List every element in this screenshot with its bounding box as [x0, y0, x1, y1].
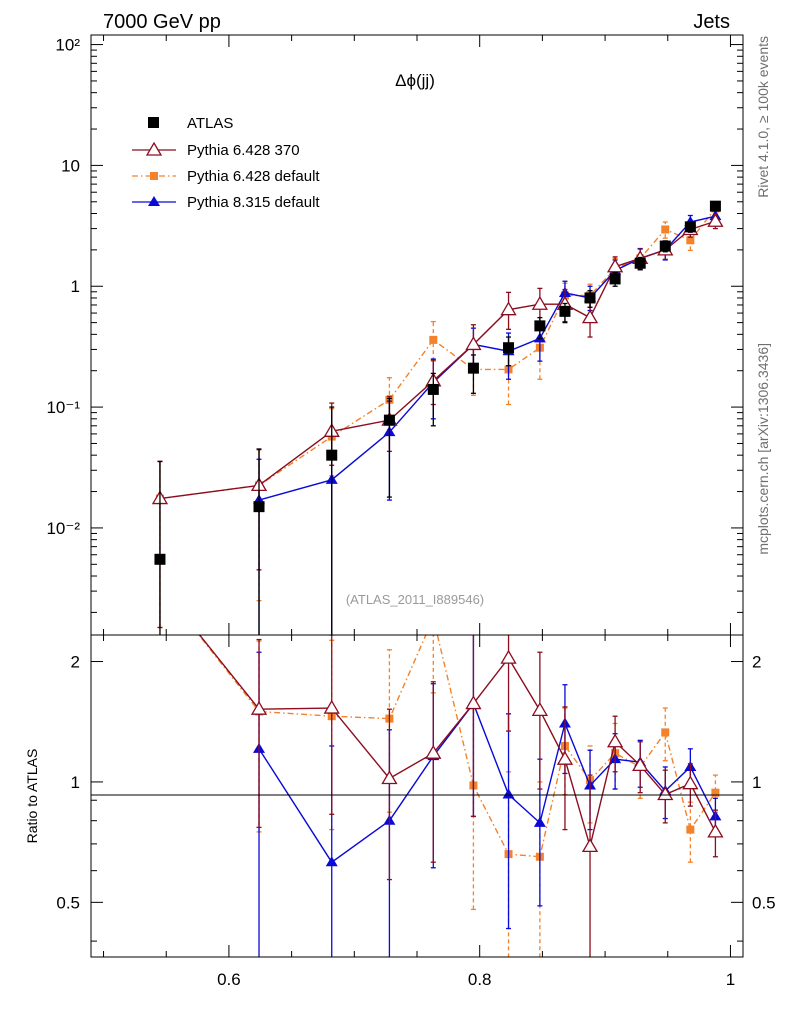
data-point	[467, 362, 479, 374]
y-tick-label: 10⁻¹	[46, 398, 80, 417]
data-point	[425, 744, 442, 759]
data-point	[581, 838, 599, 853]
data-point	[682, 775, 699, 790]
series-1	[151, 212, 724, 629]
series-3	[253, 635, 722, 957]
ratio-y-tick-label-right: 0.5	[752, 893, 776, 912]
ratio-y-tick-label-right: 2	[752, 653, 761, 672]
data-point	[584, 292, 596, 304]
x-tick-label: 0.6	[217, 970, 241, 989]
data-point	[581, 309, 599, 324]
data-point	[250, 700, 268, 715]
data-point	[606, 733, 624, 748]
legend-item-pythia6-370: Pythia 6.428 370	[132, 141, 300, 159]
ratio-plot-frame	[90, 634, 744, 958]
x-tick-label: 0.8	[468, 970, 492, 989]
data-point	[429, 614, 437, 622]
data-point	[556, 750, 574, 765]
data-point	[154, 553, 166, 565]
series-line	[258, 702, 717, 864]
legend-label-atlas: ATLAS	[187, 115, 233, 132]
data-point	[534, 320, 546, 332]
data-point	[325, 856, 338, 867]
legend-label-pythia6-370: Pythia 6.428 370	[187, 142, 300, 159]
y-tick-label: 10⁻²	[46, 519, 80, 538]
series-0	[154, 200, 721, 635]
data-point	[503, 342, 515, 354]
legend: ATLAS Pythia 6.428 370 Pythia 6.428 defa…	[132, 115, 320, 211]
data-point	[429, 335, 438, 344]
series-line	[159, 208, 716, 500]
data-point	[634, 257, 646, 269]
ratio-axis-label: Ratio to ATLAS	[24, 749, 40, 844]
data-point	[657, 786, 674, 801]
data-point	[711, 788, 720, 797]
data-point	[502, 788, 515, 799]
series-1	[198, 635, 724, 957]
mcplots-label: mcplots.cern.ch [arXiv:1306.3436]	[755, 343, 771, 555]
analysis-watermark: (ATLAS_2011_I889546)	[346, 592, 484, 607]
ratio-y-tick-label-left: 1	[71, 773, 80, 792]
data-point	[661, 225, 670, 234]
data-point	[465, 695, 482, 710]
data-point	[427, 383, 439, 395]
data-point	[559, 305, 571, 317]
header-right-label: Jets	[693, 11, 730, 33]
legend-item-pythia8-default: Pythia 8.315 default	[132, 194, 320, 211]
data-point	[609, 273, 621, 285]
y-tick-label: 10	[61, 156, 80, 175]
ratio-y-tick-label-left: 2	[71, 653, 80, 672]
data-point	[533, 816, 546, 827]
data-point	[686, 825, 695, 834]
series-line	[198, 635, 716, 858]
ratio-plot-data	[198, 614, 724, 957]
legend-label-pythia6-default: Pythia 6.428 default	[187, 168, 320, 185]
data-point	[632, 757, 649, 772]
data-point	[659, 240, 671, 252]
data-point	[500, 301, 517, 316]
data-point	[465, 336, 482, 351]
data-point	[531, 295, 549, 310]
ratio-y-tick-label-right: 1	[752, 773, 761, 792]
data-point	[709, 200, 721, 212]
data-point	[323, 699, 340, 714]
data-point	[707, 212, 724, 227]
legend-item-atlas: ATLAS	[148, 115, 233, 132]
rivet-label: Rivet 4.1.0, ≥ 100k events	[755, 36, 771, 198]
data-point	[684, 221, 696, 233]
ratio-y-tick-label-left: 0.5	[56, 893, 80, 912]
legend-label-pythia8-default: Pythia 8.315 default	[187, 194, 320, 211]
main-plot-data	[151, 200, 724, 635]
data-point	[253, 501, 265, 513]
data-point	[686, 236, 695, 245]
legend-item-pythia6-default: Pythia 6.428 default	[132, 168, 320, 185]
data-point	[383, 414, 395, 426]
x-tick-label: 1	[726, 970, 735, 989]
data-point	[531, 702, 549, 716]
axis-ticks: 0.6 0.8 1 10⁻² 10⁻¹ 1 10 10² 0.5 0.5 1 1 2 2	[46, 35, 776, 989]
series-line	[198, 635, 717, 850]
data-point	[500, 649, 517, 664]
chart-title: Δϕ(jj)	[395, 71, 435, 90]
data-point	[381, 770, 398, 785]
data-point	[326, 449, 338, 461]
data-point	[707, 823, 724, 838]
data-point	[661, 728, 670, 737]
y-tick-label: 1	[71, 277, 80, 296]
header-left-label: 7000 GeV pp	[103, 11, 221, 33]
y-tick-label: 10²	[55, 36, 80, 55]
data-point	[606, 258, 624, 273]
